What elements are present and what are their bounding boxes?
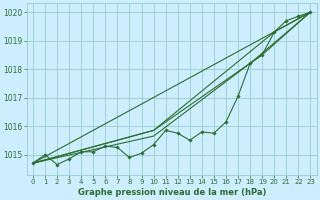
X-axis label: Graphe pression niveau de la mer (hPa): Graphe pression niveau de la mer (hPa) — [77, 188, 266, 197]
